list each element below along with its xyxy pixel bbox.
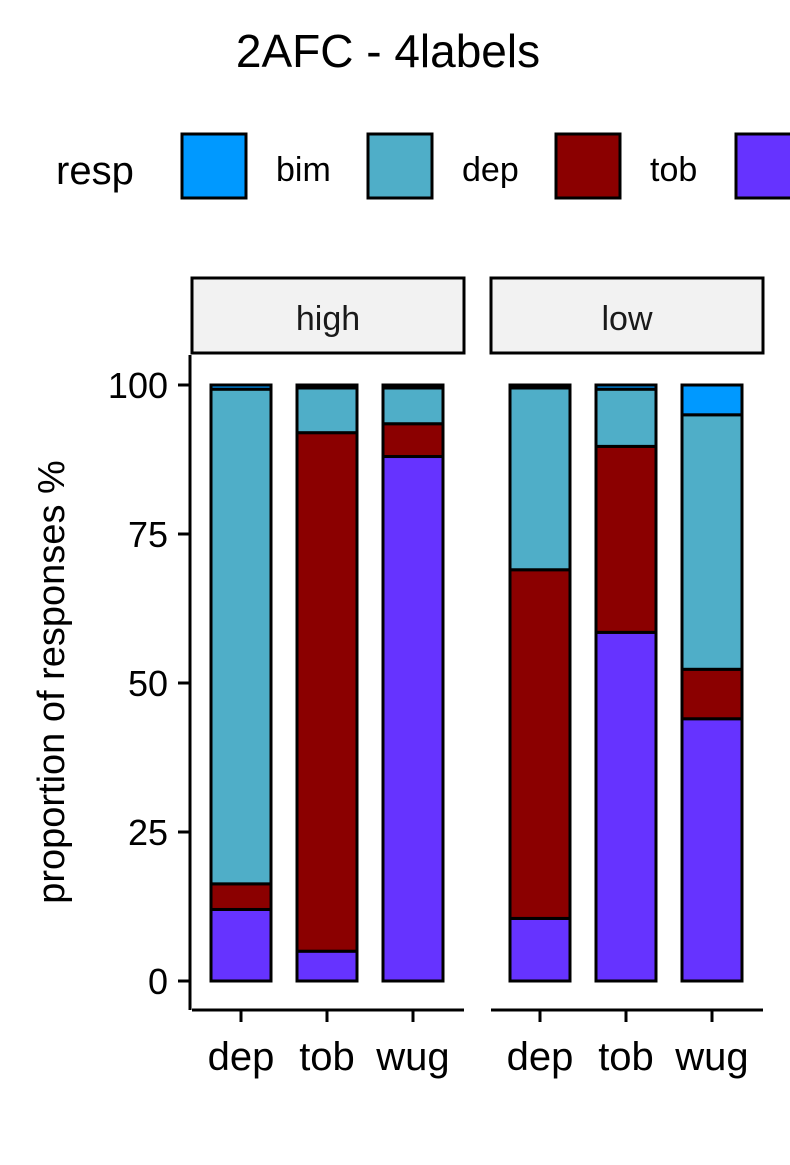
y-tick-label: 100 [108, 365, 168, 406]
y-tick-label: 25 [128, 812, 168, 853]
x-tick-label: dep [507, 1035, 574, 1079]
legend-label-bim: bim [276, 151, 331, 189]
bar-segment-high-wug-bim [381, 383, 445, 390]
bar-segment-low-wug-wug [680, 717, 744, 983]
bar-segment-high-wug-wug [381, 455, 445, 983]
bar-segment-low-wug-tob [680, 667, 744, 721]
y-tick-label: 0 [148, 961, 168, 1002]
legend-label-tob: tob [650, 151, 697, 189]
legend-key-bim [180, 132, 248, 200]
x-tick-label: dep [208, 1035, 275, 1079]
facet-strip [190, 276, 466, 355]
x-tick-label: wug [375, 1035, 449, 1079]
bar-segment-low-wug-bim [680, 383, 744, 417]
facet-panel-high: high dep tob wug [190, 276, 466, 1079]
bar-segment-high-tob-dep [295, 386, 359, 435]
bar-segment-low-dep-bim [508, 383, 572, 390]
x-tick-label: wug [674, 1035, 748, 1079]
legend-key-wug [734, 132, 790, 200]
bar-segment-low-tob-tob [594, 444, 658, 634]
x-tick-label: tob [299, 1035, 355, 1079]
legend-key-dep [366, 132, 434, 200]
bar-segment-low-dep-dep [508, 386, 572, 572]
bar-segment-high-tob-wug [295, 949, 359, 983]
bar-segment-low-dep-wug [508, 916, 572, 983]
bar-segment-high-tob-bim [295, 383, 359, 390]
y-tick-label: 75 [128, 514, 168, 555]
facet-strip-label: high [296, 300, 360, 338]
facet-strip [489, 276, 765, 355]
bar-segment-high-dep-bim [209, 383, 273, 391]
y-tick-label: 50 [128, 663, 168, 704]
bar-segment-high-wug-tob [381, 422, 445, 459]
y-axis-title: proportion of responses % [31, 460, 73, 904]
bar-segment-low-tob-wug [594, 630, 658, 983]
bar-segment-high-wug-dep [381, 386, 445, 426]
legend-key-tob [554, 132, 622, 200]
bar-segment-low-wug-dep [680, 413, 744, 671]
legend-title: resp [56, 149, 134, 193]
bar-segment-low-tob-dep [594, 387, 658, 448]
bar-segment-high-dep-wug [209, 907, 273, 983]
legend: resp bimdeptobwug [56, 132, 790, 200]
x-tick-label: tob [598, 1035, 654, 1079]
bar-segment-low-tob-bim [594, 383, 658, 391]
bar-segment-high-tob-tob [295, 431, 359, 953]
facet-strip-label: low [601, 300, 652, 338]
bar-segment-high-dep-tob [209, 882, 273, 911]
chart-title: 2AFC - 4labels [236, 25, 540, 77]
facet-panel-low: low dep tob wug [489, 276, 765, 1079]
bar-segment-high-dep-dep [209, 387, 273, 886]
bar-segment-low-dep-tob [508, 568, 572, 920]
legend-label-dep: dep [462, 151, 519, 189]
